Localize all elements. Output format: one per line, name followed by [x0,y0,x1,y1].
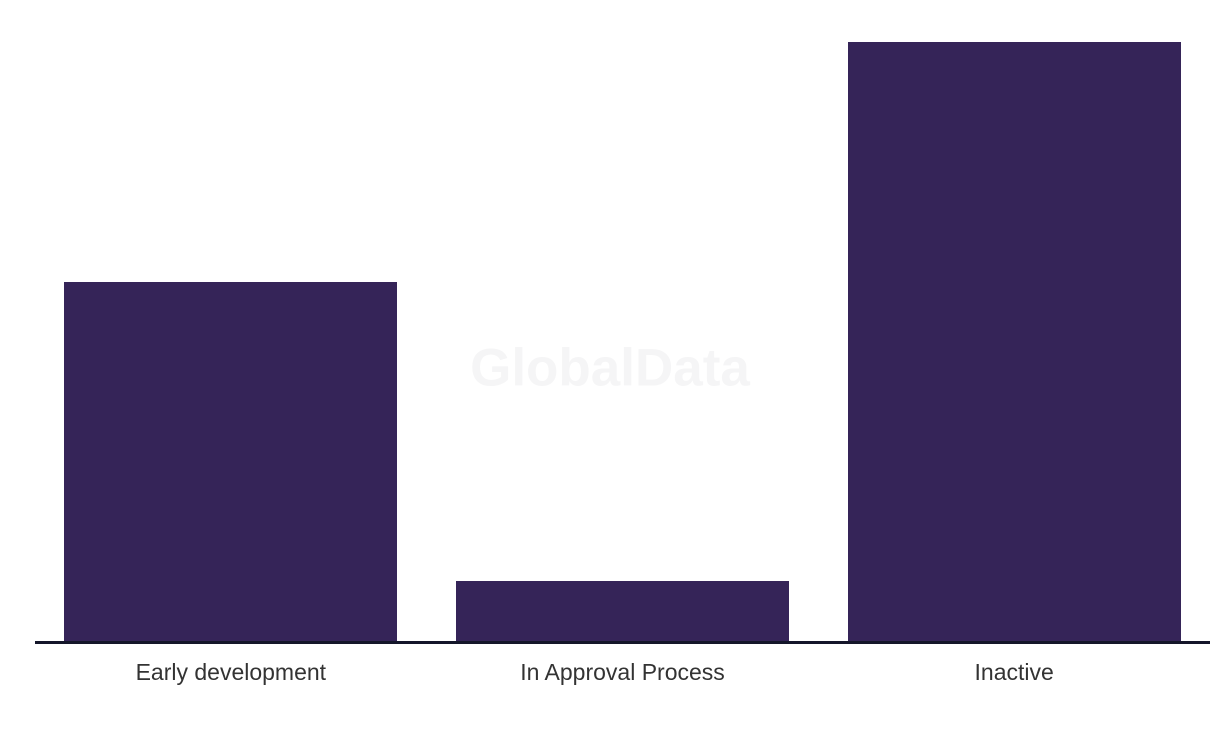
x-axis-label-early-development: Early development [135,659,327,685]
bar-inactive [847,42,1181,641]
bar-slot-in-approval-process [427,42,819,641]
bar-slot-early-development [35,42,427,641]
x-axis-line [35,641,1210,644]
bar-early-development [64,281,398,641]
globaldata-watermark: GlobalData [470,338,750,398]
x-axis-label-inactive: Inactive [974,659,1054,685]
bar-in-approval-process [456,581,789,641]
plot-area [35,42,1210,641]
x-axis-labels: Early development In Approval Process Inac… [35,658,1210,687]
x-axis-label-in-approval-process: In Approval Process [520,659,725,685]
bar-slot-inactive [818,42,1210,641]
